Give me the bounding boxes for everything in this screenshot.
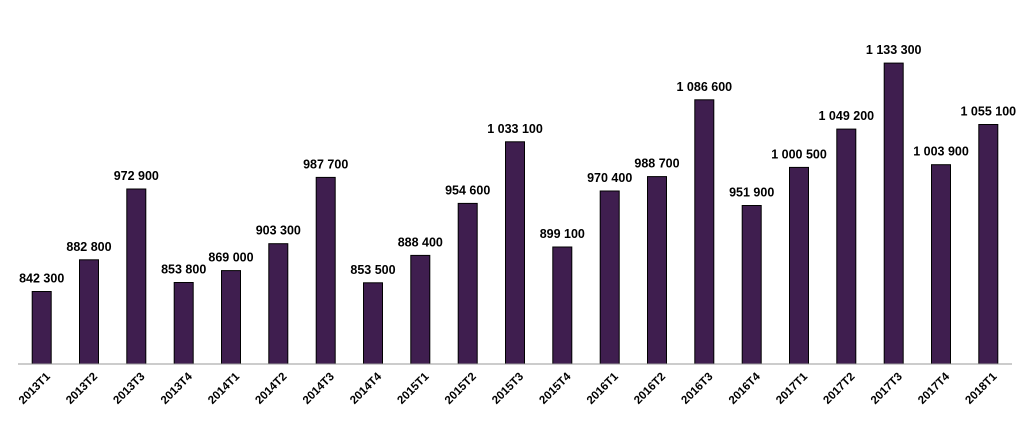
data-label-2016T2: 988 700 bbox=[634, 157, 679, 171]
data-label-2017T4: 1 003 900 bbox=[913, 145, 969, 159]
data-label-2018T1: 1 055 100 bbox=[960, 105, 1016, 119]
data-label-2017T1: 1 000 500 bbox=[771, 147, 827, 161]
x-tick-label-2013T2: 2013T2 bbox=[64, 371, 100, 407]
x-tick-label-2017T3: 2017T3 bbox=[869, 371, 905, 407]
data-label-2016T4: 951 900 bbox=[729, 186, 774, 200]
data-label-2013T2: 882 800 bbox=[66, 240, 111, 254]
bar-2018T1 bbox=[978, 124, 999, 365]
bar-2016T3 bbox=[694, 99, 715, 365]
data-label-2013T1: 842 300 bbox=[19, 272, 64, 286]
data-label-2014T1: 869 000 bbox=[208, 251, 253, 265]
x-tick-label-2015T3: 2015T3 bbox=[490, 371, 526, 407]
data-label-2015T3: 1 033 100 bbox=[487, 122, 543, 136]
bar-2014T3 bbox=[315, 176, 336, 365]
bar-2014T1 bbox=[221, 270, 241, 365]
x-tick-label-2014T3: 2014T3 bbox=[301, 371, 337, 407]
data-label-2014T3: 987 700 bbox=[303, 157, 348, 171]
x-tick-label-2017T2: 2017T2 bbox=[821, 371, 857, 407]
bar-2013T3 bbox=[126, 188, 147, 365]
bar-2017T3 bbox=[883, 62, 904, 365]
tick-labels-layer: 2013T1 2013T2 2013T3 2013T4 2014T1 2014T2 2014… bbox=[17, 370, 1000, 406]
x-tick-label-2015T2: 2015T2 bbox=[443, 371, 479, 407]
bar-2015T2 bbox=[457, 202, 478, 365]
x-tick-label-2013T4: 2013T4 bbox=[159, 370, 195, 406]
data-label-2015T2: 954 600 bbox=[445, 183, 490, 197]
x-tick-label-2014T4: 2014T4 bbox=[348, 370, 384, 406]
bar-2017T1 bbox=[789, 166, 809, 365]
x-tick-label-2013T3: 2013T3 bbox=[111, 371, 147, 407]
bar-2017T4 bbox=[931, 164, 951, 365]
data-label-2016T1: 970 400 bbox=[587, 171, 632, 185]
bar-2016T4 bbox=[741, 205, 762, 365]
x-tick-label-2017T1: 2017T1 bbox=[774, 370, 810, 406]
bar-2015T1 bbox=[410, 254, 431, 365]
bar-2013T2 bbox=[79, 259, 99, 365]
x-tick-label-2015T1: 2015T1 bbox=[395, 370, 431, 406]
x-tick-label-2014T2: 2014T2 bbox=[253, 371, 289, 407]
data-label-2014T2: 903 300 bbox=[256, 224, 301, 238]
bar-2013T1 bbox=[31, 291, 52, 365]
x-tick-label-2015T4: 2015T4 bbox=[537, 370, 573, 406]
data-label-2015T1: 888 400 bbox=[398, 235, 443, 249]
x-tick-label-2016T3: 2016T3 bbox=[679, 371, 715, 407]
data-label-2013T4: 853 800 bbox=[161, 263, 206, 277]
bar-2014T2 bbox=[268, 243, 289, 365]
data-label-2017T3: 1 133 300 bbox=[866, 43, 922, 57]
bar-2014T4 bbox=[363, 282, 383, 365]
x-tick-label-2014T1: 2014T1 bbox=[206, 370, 242, 406]
bar-2015T4 bbox=[552, 246, 573, 365]
bar-2016T2 bbox=[647, 176, 667, 365]
bar-2015T3 bbox=[505, 141, 525, 365]
data-label-2017T2: 1 049 200 bbox=[818, 109, 874, 123]
data-label-2014T4: 853 500 bbox=[350, 263, 395, 277]
data-label-2015T4: 899 100 bbox=[540, 227, 585, 241]
bar-2016T1 bbox=[599, 190, 620, 365]
data-label-2013T3: 972 900 bbox=[114, 169, 159, 183]
x-tick-label-2017T4: 2017T4 bbox=[916, 370, 952, 406]
x-tick-label-2016T2: 2016T2 bbox=[632, 371, 668, 407]
x-tick-label-2016T4: 2016T4 bbox=[727, 370, 763, 406]
x-tick-label-2016T1: 2016T1 bbox=[585, 370, 621, 406]
x-tick-label-2013T1: 2013T1 bbox=[17, 370, 53, 406]
bars-layer bbox=[31, 62, 999, 365]
bar-2013T4 bbox=[173, 282, 194, 365]
x-tick-label-2018T1: 2018T1 bbox=[963, 370, 999, 406]
bar-2017T2 bbox=[836, 128, 857, 365]
data-label-2016T3: 1 086 600 bbox=[676, 80, 732, 94]
